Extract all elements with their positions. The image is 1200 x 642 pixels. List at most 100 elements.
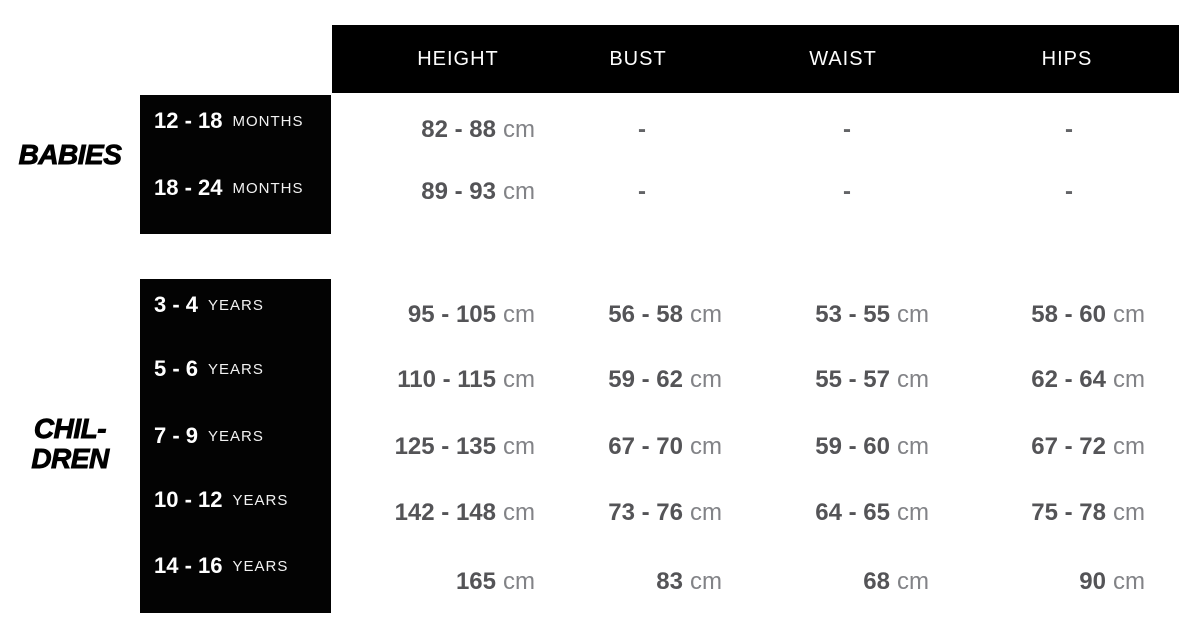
measurement-unit: cm: [690, 568, 722, 595]
bust-dash-cell: -: [638, 178, 646, 205]
column-header-waist: WAIST: [809, 47, 877, 70]
measurement-range: 110 - 115: [397, 366, 496, 393]
measurement-unit: cm: [690, 499, 722, 526]
measurement-range: 73 - 76: [608, 499, 683, 526]
measurement-header-bar: HEIGHT BUST WAIST HIPS: [332, 25, 1179, 93]
measurement-range: 59 - 62: [608, 366, 683, 393]
children-label-line2: DREN: [31, 443, 110, 474]
measurement-unit: cm: [503, 116, 535, 143]
size-range: 3 - 4: [154, 292, 199, 317]
size-row-babies-12-18: 12 - 18 MONTHS: [154, 108, 304, 134]
height-value-cell: 142 - 148 cm: [395, 499, 535, 527]
measurement-unit: cm: [1113, 366, 1145, 393]
measurement-range: 53 - 55: [815, 301, 890, 328]
bust-dash-cell: -: [638, 116, 646, 143]
measurement-range: 82 - 88: [421, 116, 496, 143]
size-range: 14 - 16: [154, 553, 223, 578]
measurement-unit: cm: [897, 568, 929, 595]
measurement-unit: cm: [897, 433, 929, 460]
measurement-unit: cm: [503, 499, 535, 526]
measurement-unit: cm: [690, 301, 722, 328]
measurement-range: 89 - 93: [421, 178, 496, 205]
measurement-range: 68: [863, 568, 890, 595]
waist-value-cell: 64 - 65 cm: [815, 499, 929, 527]
measurement-unit: cm: [1113, 301, 1145, 328]
babies-size-box: 12 - 18 MONTHS 18 - 24 MONTHS: [140, 95, 331, 234]
size-unit-label: YEARS: [208, 360, 264, 378]
waist-value-cell: 68 cm: [863, 568, 929, 596]
height-value-cell: 110 - 115 cm: [397, 366, 535, 394]
height-value-cell: 89 - 93 cm: [421, 178, 535, 206]
hips-value-cell: 90 cm: [1079, 568, 1145, 596]
measurement-unit: cm: [503, 301, 535, 328]
measurement-range: 58 - 60: [1031, 301, 1106, 328]
waist-value-cell: 55 - 57 cm: [815, 366, 929, 394]
measurement-range: 83: [656, 568, 683, 595]
size-row-children-3-4: 3 - 4 YEARS: [154, 292, 264, 318]
hips-dash-cell: -: [1065, 178, 1073, 205]
size-row-children-14-16: 14 - 16 YEARS: [154, 553, 288, 579]
size-unit-label: YEARS: [208, 296, 264, 314]
children-group-label: CHIL- DREN: [8, 413, 132, 474]
measurement-unit: cm: [503, 568, 535, 595]
size-unit-label: YEARS: [208, 427, 264, 445]
column-header-hips: HIPS: [1041, 47, 1093, 70]
babies-group-label: BABIES: [18, 139, 122, 170]
waist-value-cell: 59 - 60 cm: [815, 433, 929, 461]
measurement-range: 67 - 72: [1031, 433, 1106, 460]
size-range: 5 - 6: [154, 356, 199, 381]
measurement-range: 64 - 65: [815, 499, 890, 526]
measurement-range: 95 - 105: [407, 301, 496, 328]
measurement-unit: cm: [1113, 433, 1145, 460]
size-range: 7 - 9: [154, 423, 199, 448]
size-unit-label: MONTHS: [232, 179, 304, 197]
measurement-range: 125 - 135: [394, 433, 496, 460]
hips-dash-cell: -: [1065, 116, 1073, 143]
waist-value-cell: 53 - 55 cm: [815, 301, 929, 329]
children-size-box: 3 - 4 YEARS 5 - 6 YEARS 7 - 9 YEARS 10 -…: [140, 279, 331, 613]
size-unit-label: YEARS: [232, 491, 289, 509]
size-unit-label: YEARS: [232, 557, 289, 575]
waist-dash-cell: -: [843, 116, 851, 143]
hips-value-cell: 67 - 72 cm: [1031, 433, 1145, 461]
measurement-unit: cm: [897, 499, 929, 526]
hips-value-cell: 62 - 64 cm: [1031, 366, 1145, 394]
column-header-height: HEIGHT: [417, 47, 499, 70]
column-header-bust: BUST: [609, 47, 667, 70]
measurement-range: 67 - 70: [608, 433, 683, 460]
measurement-range: 55 - 57: [815, 366, 890, 393]
measurement-range: 90: [1079, 568, 1106, 595]
height-value-cell: 82 - 88 cm: [421, 116, 535, 144]
measurement-range: 165: [455, 568, 496, 595]
measurement-range: 56 - 58: [608, 301, 683, 328]
measurement-unit: cm: [690, 366, 722, 393]
height-value-cell: 125 - 135 cm: [395, 433, 535, 461]
measurement-range: 59 - 60: [815, 433, 890, 460]
hips-value-cell: 75 - 78 cm: [1031, 499, 1145, 527]
size-range: 12 - 18: [154, 108, 223, 133]
size-row-children-10-12: 10 - 12 YEARS: [154, 487, 288, 513]
measurement-range: 142 - 148: [394, 499, 496, 526]
measurement-unit: cm: [897, 301, 929, 328]
size-range: 18 - 24: [154, 175, 223, 200]
measurement-unit: cm: [503, 433, 535, 460]
bust-value-cell: 67 - 70 cm: [608, 433, 722, 461]
height-value-cell: 165 cm: [456, 568, 535, 596]
measurement-unit: cm: [503, 178, 535, 205]
measurement-range: 62 - 64: [1031, 366, 1106, 393]
size-range: 10 - 12: [154, 487, 223, 512]
bust-value-cell: 73 - 76 cm: [608, 499, 722, 527]
size-row-babies-18-24: 18 - 24 MONTHS: [154, 175, 304, 201]
size-unit-label: MONTHS: [232, 112, 304, 130]
hips-value-cell: 58 - 60 cm: [1031, 301, 1145, 329]
waist-dash-cell: -: [843, 178, 851, 205]
measurement-unit: cm: [897, 366, 929, 393]
size-row-children-7-9: 7 - 9 YEARS: [154, 423, 264, 449]
measurement-unit: cm: [1113, 568, 1145, 595]
measurement-range: 75 - 78: [1031, 499, 1106, 526]
bust-value-cell: 83 cm: [656, 568, 722, 596]
size-row-children-5-6: 5 - 6 YEARS: [154, 356, 264, 382]
children-label-line1: CHIL-: [33, 413, 107, 444]
bust-value-cell: 59 - 62 cm: [608, 366, 722, 394]
